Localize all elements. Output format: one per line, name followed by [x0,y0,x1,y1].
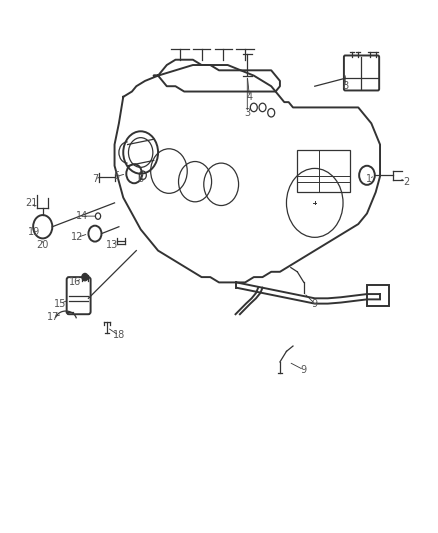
Text: 7: 7 [92,174,98,184]
Text: 18: 18 [113,330,125,341]
Text: 12: 12 [71,232,84,243]
Text: 5: 5 [113,172,120,181]
Text: 16: 16 [69,277,81,287]
Text: 3: 3 [244,108,251,118]
Text: 21: 21 [25,198,37,208]
Text: 6: 6 [138,174,144,184]
Text: 9: 9 [312,298,318,309]
Text: 17: 17 [47,312,60,322]
Text: 14: 14 [76,211,88,221]
Bar [367,285,389,306]
Bar [297,150,350,192]
Text: 15: 15 [54,298,66,309]
Text: 1: 1 [366,174,372,184]
Circle shape [82,273,88,281]
Text: 8: 8 [342,81,348,91]
Text: 19: 19 [28,227,40,237]
Text: 2: 2 [403,176,409,187]
Text: 13: 13 [106,240,119,251]
Text: 4: 4 [247,92,253,102]
Text: 9: 9 [301,365,307,375]
Text: 20: 20 [36,240,49,251]
